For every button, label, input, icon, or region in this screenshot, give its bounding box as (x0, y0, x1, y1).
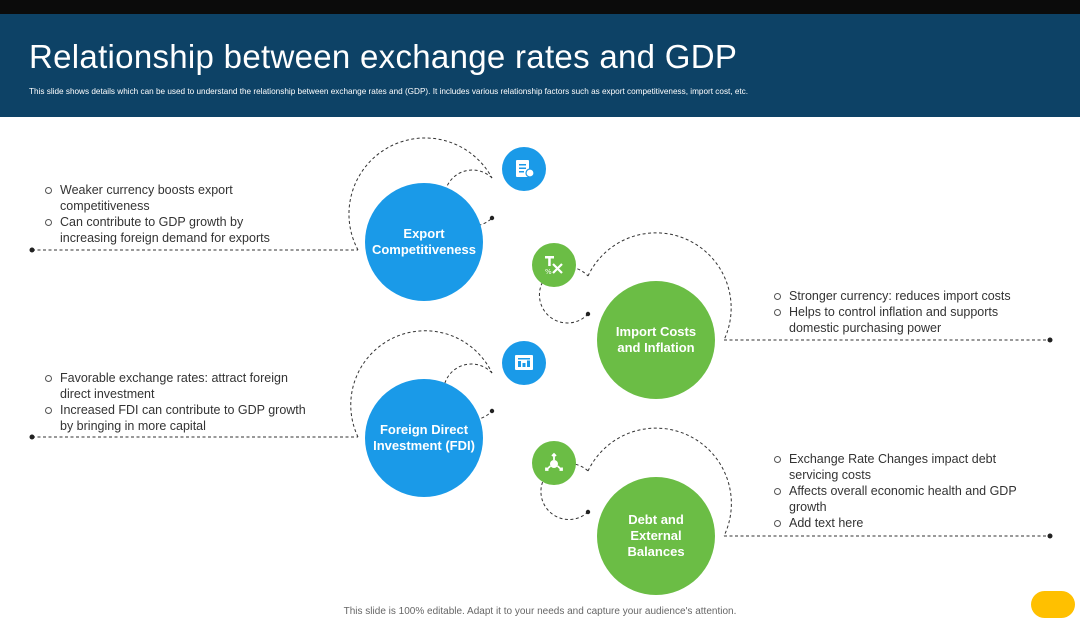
dot-debt-icon (585, 509, 591, 515)
svg-text:%: % (545, 268, 552, 276)
document-icon (502, 147, 546, 191)
debt-bullets: Exchange Rate Changes impact debt servic… (773, 451, 1043, 531)
import-costs-node: Import Costs and Inflation (597, 281, 715, 399)
list-item: Exchange Rate Changes impact debt servic… (773, 451, 1043, 483)
fdi-node: Foreign Direct Investment (FDI) (365, 379, 483, 497)
fdi-bullets: Favorable exchange rates: attract foreig… (44, 370, 314, 434)
dot-import-end (1047, 337, 1053, 343)
balance-arrows-icon (532, 441, 576, 485)
list-item: Stronger currency: reduces import costs (773, 288, 1043, 304)
import-bullets: Stronger currency: reduces import costs … (773, 288, 1043, 336)
debt-balances-node: Debt and External Balances (597, 477, 715, 595)
list-item: Can contribute to GDP growth by increasi… (44, 214, 294, 246)
arc-debt (587, 427, 732, 537)
debt-balances-label: Debt and External Balances (627, 512, 685, 559)
list-item: Affects overall economic health and GDP … (773, 483, 1043, 515)
dot-fdi-icon (489, 408, 495, 414)
fdi-label: Foreign Direct Investment (FDI) (373, 422, 475, 453)
page-title: Relationship between exchange rates and … (29, 38, 738, 75)
top-bar (0, 0, 1080, 14)
export-competitiveness-label: Export Competitiveness (371, 226, 477, 257)
list-item: Helps to control inflation and supports … (773, 304, 1043, 336)
certificate-icon (502, 341, 546, 385)
arc-import (587, 232, 732, 341)
dot-export-end (29, 247, 35, 253)
list-item: Increased FDI can contribute to GDP grow… (44, 402, 314, 434)
header-banner: Relationship between exchange rates and … (0, 14, 1080, 117)
arc-export (348, 137, 493, 251)
tax-icon: % (532, 243, 576, 287)
yellow-badge (1031, 591, 1075, 618)
dot-import-icon (585, 311, 591, 317)
export-bullets: Weaker currency boosts export competitiv… (44, 182, 294, 246)
dot-fdi-end (29, 434, 35, 440)
arc-fdi (350, 330, 493, 438)
page-subtitle: This slide shows details which can be us… (29, 87, 749, 96)
list-item: Add text here (773, 515, 1043, 531)
list-item: Favorable exchange rates: attract foreig… (44, 370, 314, 402)
export-competitiveness-node: Export Competitiveness (365, 183, 483, 301)
footer-note: This slide is 100% editable. Adapt it to… (343, 606, 737, 617)
list-item: Weaker currency boosts export competitiv… (44, 182, 294, 214)
dot-debt-end (1047, 533, 1053, 539)
import-costs-label: Import Costs and Inflation (615, 324, 697, 355)
dot-export-icon (489, 215, 495, 221)
icon-arc-import (539, 266, 589, 324)
